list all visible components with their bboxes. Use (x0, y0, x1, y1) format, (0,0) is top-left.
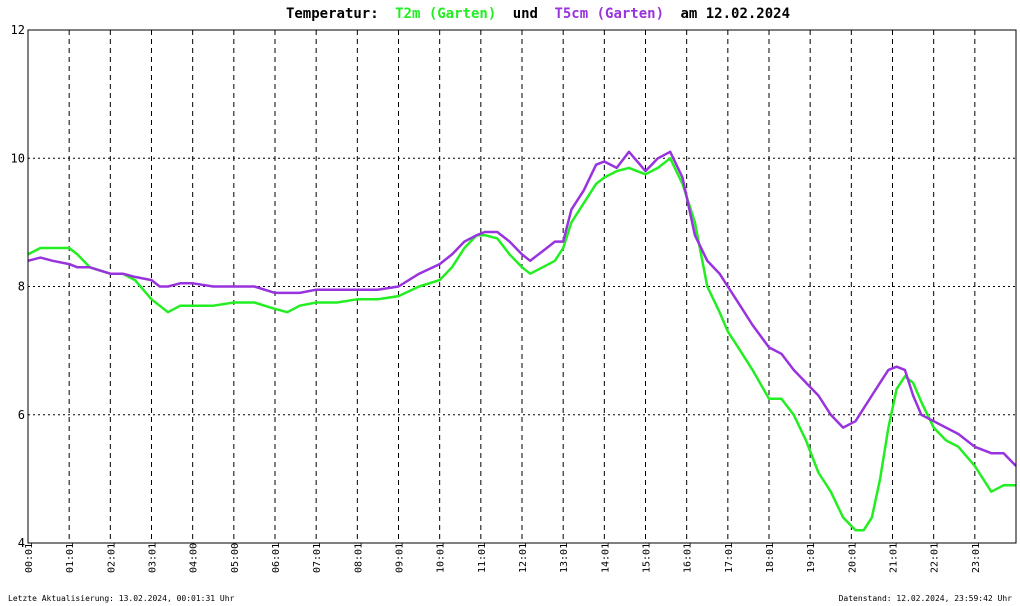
x-tick-label: 23:01 (971, 543, 982, 573)
x-tick-label: 16:01 (683, 543, 694, 573)
x-tick-label: 00:01 (24, 543, 35, 573)
title-series-t2m: T2m (Garten) (395, 6, 496, 22)
x-tick-label: 03:01 (148, 543, 159, 573)
x-tick-label: 08:01 (353, 543, 364, 573)
y-tick-label: 10 (11, 151, 25, 165)
grid-lines (28, 30, 1016, 543)
x-axis-ticks: 00:01 01:01 02:01 03:01 04:00 05:00 06:01 07:01… (24, 543, 982, 573)
x-tick-label: 05:00 (230, 543, 241, 573)
plot-frame (27, 29, 1017, 544)
x-tick-label: 15:01 (642, 543, 653, 573)
x-tick-label: 10:01 (436, 543, 447, 573)
title-series-t5cm: T5cm (Garten) (554, 6, 664, 22)
x-tick-label: 12:01 (518, 543, 529, 573)
x-tick-label: 17:01 (724, 543, 735, 573)
x-tick-label: 21:01 (889, 543, 900, 573)
data-series (27, 150, 1017, 532)
x-tick-label: 20:01 (847, 543, 858, 573)
x-tick-label: 18:01 (765, 543, 776, 573)
x-tick-label: 06:01 (271, 543, 282, 573)
x-tick-label: 07:01 (312, 543, 323, 573)
x-tick-label: 22:01 (930, 543, 941, 573)
x-tick-label: 01:01 (65, 543, 76, 573)
y-tick-label: 6 (18, 408, 25, 422)
title-mid: und (513, 6, 538, 22)
series-line-t5cm (27, 150, 1017, 467)
series-line-t2m (27, 157, 1016, 532)
x-tick-label: 02:01 (106, 543, 117, 573)
footer-data-status: Datenstand: 12.02.2024, 23:59:42 Uhr (839, 594, 1013, 603)
x-tick-label: 11:01 (477, 543, 488, 573)
y-tick-label: 8 (18, 280, 25, 294)
x-tick-label: 14:01 (600, 543, 611, 573)
y-tick-label: 12 (11, 23, 25, 37)
title-suffix: am 12.02.2024 (680, 6, 790, 22)
chart-title: Temperatur: T2m (Garten) und T5cm (Garte… (286, 6, 790, 22)
y-axis-ticks: 4 6 8 10 12 (11, 23, 25, 550)
title-prefix: Temperatur: (286, 6, 379, 22)
x-tick-label: 09:01 (395, 543, 406, 573)
x-tick-label: 04:00 (189, 543, 200, 573)
x-tick-label: 13:01 (559, 543, 570, 573)
x-tick-label: 19:01 (806, 543, 817, 573)
y-tick-label: 4 (18, 536, 25, 550)
footer-last-update: Letzte Aktualisierung: 13.02.2024, 00:01… (8, 594, 235, 603)
